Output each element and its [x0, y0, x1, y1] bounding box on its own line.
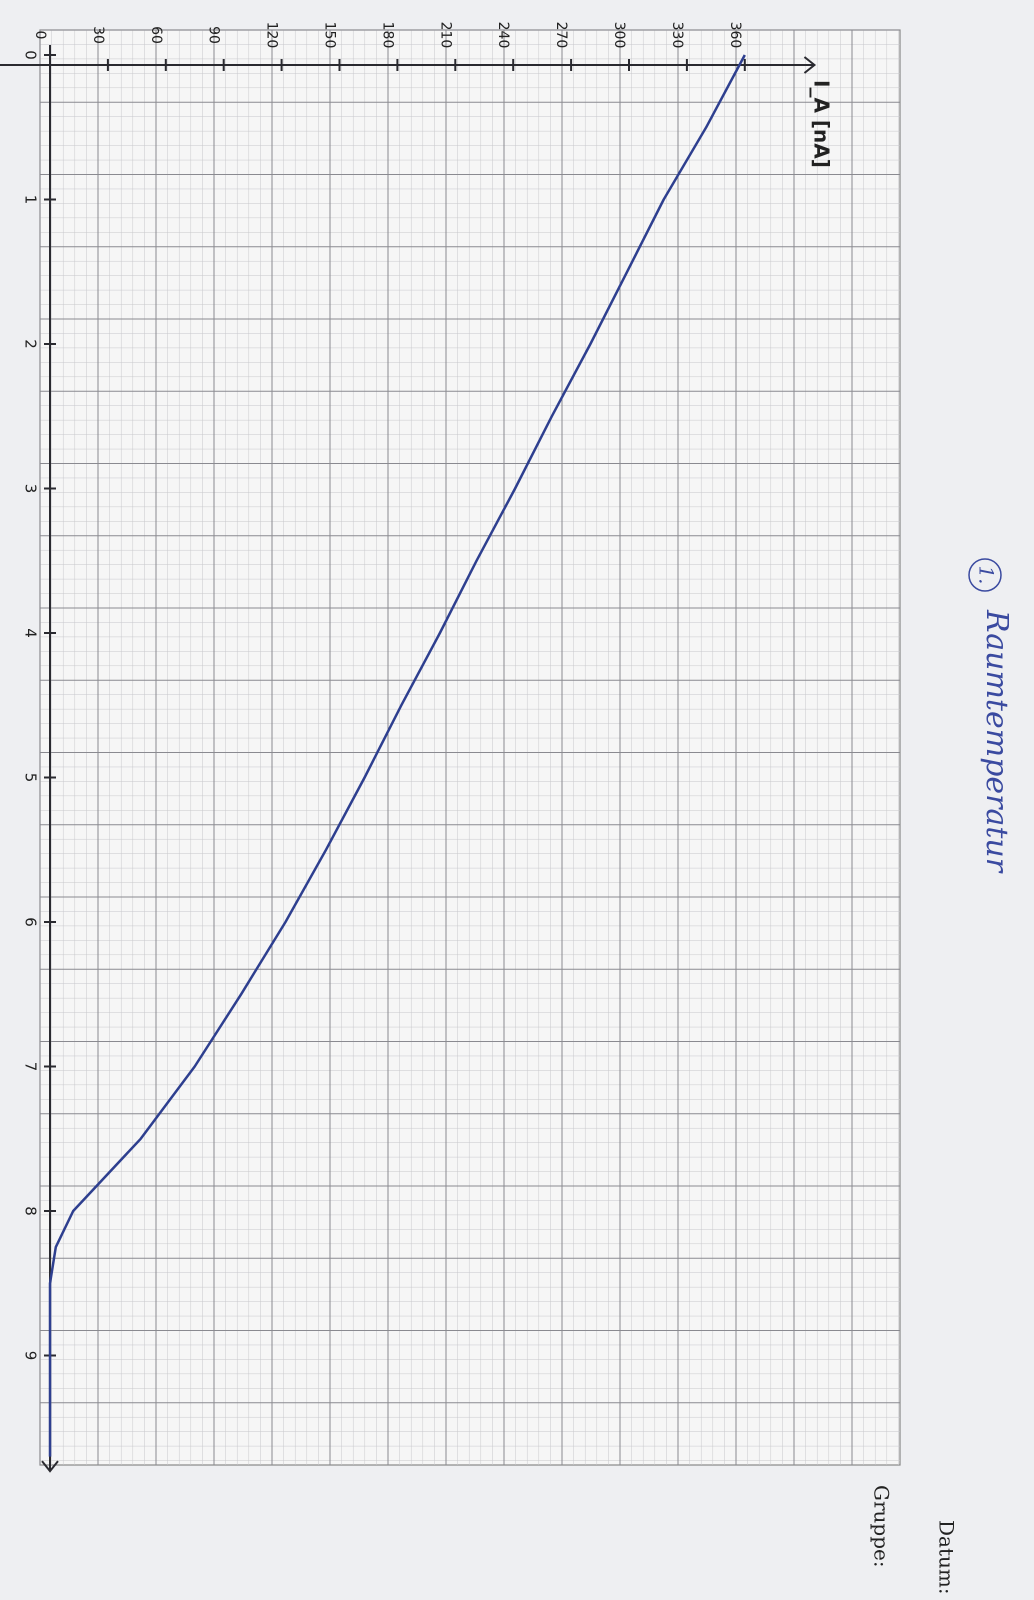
paper-area [39, 29, 901, 1466]
y-tick-label: 180 [379, 22, 395, 49]
y-axis-arrow [803, 56, 817, 74]
y-tick-label: 240 [495, 22, 511, 49]
chart-title: Raumtemperatur [979, 609, 1014, 874]
y-tick-label: 30 [90, 26, 106, 44]
x-tick-label: 3 [22, 484, 40, 494]
y-tick-label: 300 [611, 22, 627, 49]
x-tick-label: 1 [22, 195, 40, 205]
number-circle [968, 558, 1002, 592]
x-tick-label: 4 [22, 628, 40, 638]
x-tick-label: 5 [22, 773, 40, 783]
y-tick-label: 0 [32, 31, 48, 40]
y-tick-label: 150 [322, 22, 338, 49]
title-number: 1. [975, 565, 999, 584]
x-tick-label: 6 [22, 917, 40, 927]
annotation: Datum: [935, 1520, 959, 1595]
x-tick-label: 9 [22, 1351, 40, 1361]
x-axis-arrow [41, 1460, 59, 1473]
y-tick-label: 60 [148, 26, 164, 44]
annotation: Gruppe: [870, 1485, 894, 1568]
y-tick-label: 360 [727, 22, 743, 49]
x-tick-label: 8 [22, 1206, 40, 1216]
y-tick-label: 210 [437, 22, 453, 49]
y-tick-label: 120 [264, 22, 280, 49]
data-line [48, 54, 746, 1457]
x-tick-label: 0 [22, 50, 40, 60]
y-tick-label: 90 [206, 26, 222, 44]
y-tick-label: 270 [553, 22, 569, 49]
graph-paper [39, 29, 901, 1466]
x-tick-label: 7 [22, 1062, 40, 1072]
x-tick-label: 2 [22, 339, 40, 349]
y-tick-label: 330 [669, 22, 685, 49]
y-axis-label: I_A [nA] [810, 80, 834, 168]
